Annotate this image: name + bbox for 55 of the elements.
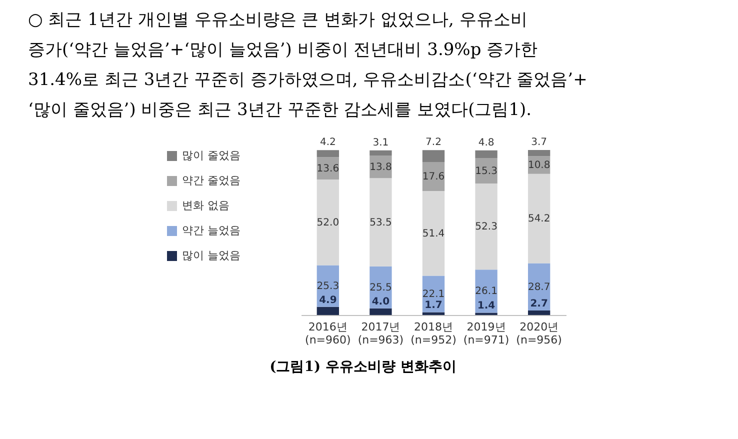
x-tick-label: 2018년 (n=952): [410, 320, 456, 346]
bar: [370, 308, 392, 315]
bar: [422, 150, 445, 162]
legend-label: 많이 늘었음: [182, 249, 240, 262]
x-tick-label: 2019년 (n=971): [463, 320, 510, 346]
data-label: 1.4: [477, 300, 496, 312]
data-label: 53.5: [370, 217, 392, 228]
bar: [475, 183, 498, 270]
data-label: 3.1: [372, 137, 389, 148]
data-label: 2.7: [530, 298, 548, 310]
bar: [528, 150, 550, 156]
data-label: 26.1: [475, 286, 498, 298]
bar: [475, 158, 498, 184]
x-tick-label: 2017년 (n=963): [358, 320, 404, 346]
data-label: 3.7: [531, 137, 548, 148]
data-label: 4.8: [478, 137, 494, 148]
data-label: 25.5: [370, 282, 392, 294]
bar: [370, 150, 392, 156]
data-label: 54.2: [528, 214, 550, 225]
data-label: 13.6: [316, 163, 340, 174]
x-tick-label: 2016년 (n=960): [305, 320, 351, 346]
bar: [316, 150, 340, 158]
data-label: 51.4: [422, 228, 445, 240]
data-label: 52.0: [316, 217, 340, 228]
data-label: 10.8: [528, 160, 550, 171]
data-label: 4.9: [319, 294, 337, 306]
text: 증가(‘약간 늘었음’+‘많이 늘었음’) 비중이 전년대비 3.9%p 증가한: [28, 40, 538, 60]
data-label: 22.1: [422, 288, 445, 300]
text: 31.4%로 최근 3년간 꾸준히 증가하였으며, 우유소비감소(‘약간 줄었음’+: [28, 70, 588, 90]
data-label: 1.7: [424, 300, 442, 312]
data-label: 7.2: [426, 137, 442, 148]
legend-label: 약간 줄었음: [182, 174, 240, 187]
bar: [370, 178, 392, 266]
data-label: 28.7: [528, 282, 550, 293]
bar: [316, 180, 340, 266]
legend-label: 약간 늘었음: [182, 224, 240, 237]
x-tick-label: 2020년 (n=956): [516, 320, 562, 346]
legend-label: 변화 없음: [182, 199, 230, 212]
data-label: 15.3: [475, 166, 498, 177]
legend-label: 많이 줄었음: [182, 149, 240, 162]
data-label: 4.0: [372, 296, 390, 308]
bar: [422, 312, 445, 315]
data-label: 25.3: [316, 281, 340, 292]
text: (그림1) 우유소비량 변화추이: [270, 359, 456, 375]
data-label: 17.6: [422, 172, 445, 183]
bar: [316, 306, 340, 315]
bar: [475, 150, 498, 158]
text: ‘많이 줄었음’) 비중은 최근 3년간 꾸준한 감소세를 보였다(그림1).: [28, 100, 532, 120]
data-label: 52.3: [475, 222, 498, 233]
bar: [528, 310, 550, 315]
bar: [422, 191, 445, 276]
bar: [528, 174, 550, 264]
text: ○ 최근 1년간 개인별 우유소비량은 큰 변화가 없었으나, 우유소비: [28, 10, 528, 30]
data-label: 4.2: [320, 137, 336, 148]
data-label: 13.8: [370, 162, 392, 173]
